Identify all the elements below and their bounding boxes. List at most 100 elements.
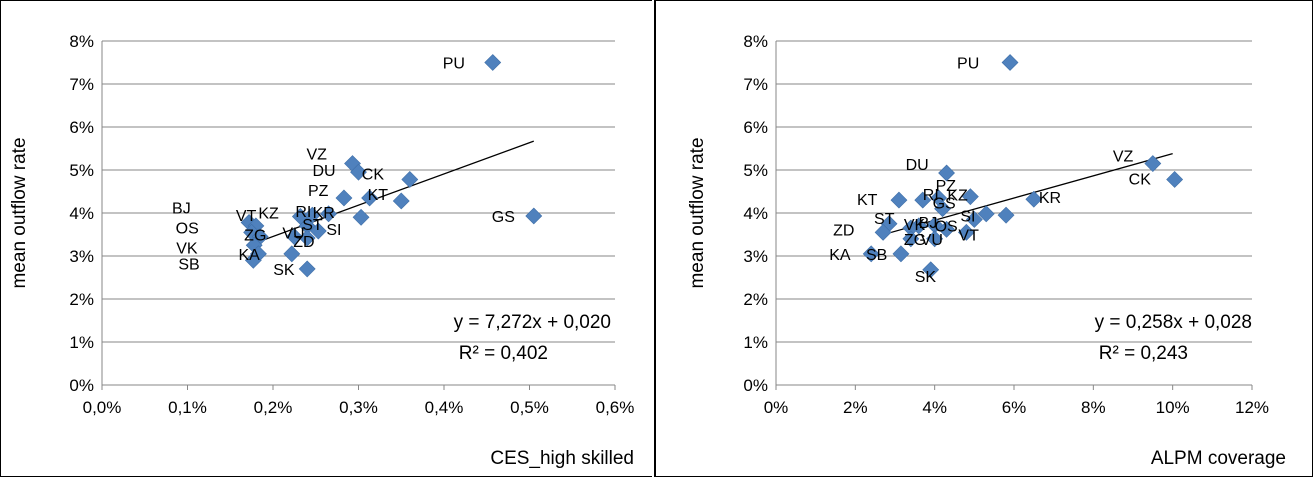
x-tick-label: 0,1% <box>168 398 207 417</box>
point-label: KR <box>1039 190 1061 207</box>
y-tick-label: 5% <box>743 161 768 180</box>
point-label: RI <box>295 204 311 221</box>
data-point <box>902 230 920 248</box>
x-tick-label: 0,2% <box>254 398 293 417</box>
x-tick-label: 4% <box>922 398 947 417</box>
point-label: VK <box>904 217 926 234</box>
data-point <box>335 189 353 207</box>
point-label: VT <box>958 227 979 244</box>
y-tick-label: 0% <box>69 376 94 395</box>
data-point <box>934 200 952 218</box>
data-point <box>525 207 543 225</box>
point-label: PU <box>443 56 465 73</box>
point-label: OS <box>176 220 199 237</box>
x-tick-label: 6% <box>1002 398 1027 417</box>
x-tick-label: 0,0% <box>83 398 122 417</box>
data-point <box>285 228 303 246</box>
y-tick-label: 3% <box>743 247 768 266</box>
point-label: KZ <box>258 205 279 222</box>
data-point <box>965 211 983 228</box>
point-label: SB <box>866 247 887 264</box>
point-label: VK <box>176 240 198 257</box>
trendline <box>247 140 534 247</box>
y-axis-title: mean outflow rate <box>687 137 708 288</box>
chart-panel-right: 0% 1% 2% 3% 4% 5% 6% 7% 8% 0% 2% 4% 6% 8% 10% 12% ALPM c… <box>654 0 1313 477</box>
point-label: VZ <box>307 147 328 164</box>
data-point <box>484 54 502 71</box>
point-label: KA <box>829 247 851 264</box>
data-point <box>914 191 932 209</box>
data-point <box>922 261 940 279</box>
scatter-chart-alpm: 0% 1% 2% 3% 4% 5% 6% 7% 8% 0% 2% 4% 6% 8% 10% 12% ALPM c… <box>687 32 1286 469</box>
point-label: CK <box>1129 171 1152 188</box>
point-label: ST <box>302 217 323 234</box>
chart-panel-left: 0% 1% 2% 3% 4% 5% 6% 7% 8% 0,0% 0,1% 0,2% 0,3% 0,4% 0,… <box>0 0 652 477</box>
data-point <box>283 245 301 263</box>
point-label: ZD <box>293 234 314 251</box>
point-label: GS <box>933 196 956 213</box>
point-label: CK <box>362 166 385 183</box>
x-tick-label: 0% <box>764 398 789 417</box>
data-point <box>1025 190 1043 208</box>
data-point <box>938 164 955 182</box>
point-label: SK <box>915 269 937 286</box>
scatter-chart-ces: 0% 1% 2% 3% 4% 5% 6% 7% 8% 0,0% 0,1% 0,2% 0,3% 0,4% 0,… <box>9 32 635 469</box>
y-tick-label: 2% <box>743 290 768 309</box>
data-point <box>1001 54 1019 71</box>
point-label: VZ <box>1113 149 1134 166</box>
point-label: PZ <box>308 183 329 200</box>
data-point <box>938 220 955 238</box>
point-label: ST <box>874 211 895 228</box>
y-tick-label: 4% <box>69 204 94 223</box>
data-point <box>361 189 379 207</box>
point-label: DU <box>906 157 929 174</box>
point-label: ZG <box>244 228 266 245</box>
point-label: OS <box>935 218 958 235</box>
point-label: KA <box>238 247 260 264</box>
y-tick-label: 8% <box>743 32 768 51</box>
x-tick-label: 0,3% <box>339 398 378 417</box>
point-label: SI <box>960 208 975 225</box>
data-point <box>392 192 410 210</box>
point-label: PZ <box>936 178 957 195</box>
y-tick-label: 4% <box>743 204 768 223</box>
data-point <box>862 245 880 263</box>
data-point <box>401 171 419 188</box>
point-label: SK <box>273 262 295 279</box>
r-squared-label: R² = 0,243 <box>1099 343 1188 364</box>
point-label: KR <box>313 205 335 222</box>
data-point <box>961 188 979 206</box>
x-tick-label: 12% <box>1235 398 1269 417</box>
data-point <box>926 230 944 248</box>
x-tick-label: 0,6% <box>596 398 635 417</box>
data-point <box>352 208 370 226</box>
y-tick-label: 1% <box>743 333 768 352</box>
point-label: KZ <box>947 188 968 205</box>
point-label: PU <box>957 56 979 73</box>
data-point <box>1144 155 1162 172</box>
r-squared-label: R² = 0,402 <box>459 343 548 364</box>
x-axis-title: CES_high skilled <box>490 448 634 469</box>
point-label: SB <box>178 256 199 273</box>
y-tick-label: 7% <box>69 75 94 94</box>
point-label: DU <box>313 163 336 180</box>
point-label: KT <box>368 187 389 204</box>
data-point <box>309 222 327 240</box>
y-tick-label: 7% <box>743 75 768 94</box>
point-label: VT <box>236 208 257 225</box>
x-axis-title: ALPM coverage <box>1151 448 1286 469</box>
data-point <box>298 229 316 247</box>
data-point <box>890 191 908 209</box>
data-point <box>350 163 367 181</box>
x-tick-label: 8% <box>1081 398 1106 417</box>
x-tick-label: 0,5% <box>510 398 549 417</box>
trendline-equation: y = 7,272x + 0,020 <box>454 312 611 333</box>
y-tick-label: 2% <box>69 290 94 309</box>
y-tick-label: 1% <box>69 333 94 352</box>
x-tick-label: 10% <box>1156 398 1190 417</box>
point-label: VU <box>282 226 304 243</box>
point-label: ZD <box>833 222 854 239</box>
point-label: BJ <box>172 200 191 217</box>
point-label: RI <box>923 187 939 204</box>
x-tick-label: 2% <box>843 398 868 417</box>
